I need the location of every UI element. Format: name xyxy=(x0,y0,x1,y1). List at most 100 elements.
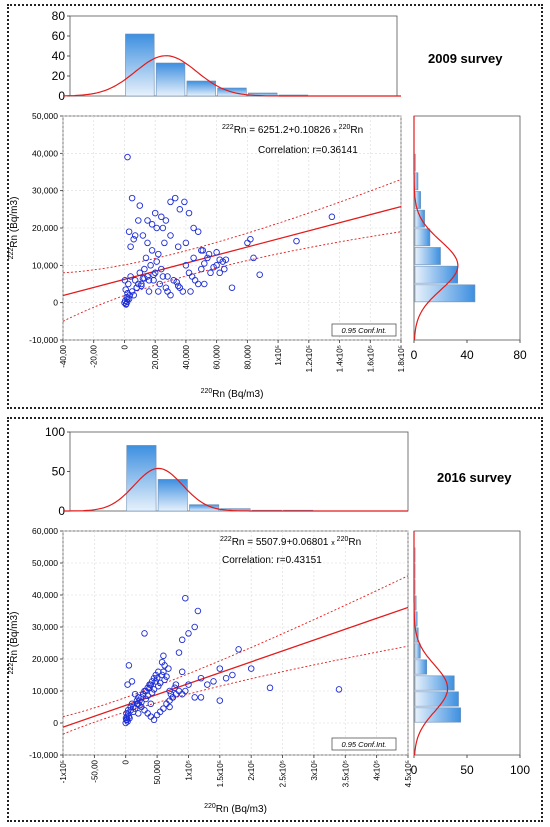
data-point xyxy=(162,284,170,291)
data-point xyxy=(247,665,255,672)
data-point xyxy=(160,652,167,660)
data-point xyxy=(144,217,151,224)
top-histogram-normal-curve xyxy=(62,55,401,97)
data-point xyxy=(176,206,184,213)
data-point xyxy=(152,671,160,679)
data-point xyxy=(135,710,142,717)
data-point xyxy=(167,291,174,299)
x-tick-label: 20,000 xyxy=(151,344,160,369)
side-histogram-bar xyxy=(414,247,441,265)
data-point xyxy=(171,684,178,692)
x-tick-label: 80,000 xyxy=(243,344,252,369)
data-point xyxy=(167,690,175,698)
data-point xyxy=(151,209,159,217)
data-point xyxy=(266,684,274,692)
data-point xyxy=(142,254,150,262)
data-point xyxy=(163,673,170,680)
survey-title: 2016 survey xyxy=(437,470,512,485)
data-point xyxy=(174,243,182,250)
data-points xyxy=(122,594,343,727)
data-point xyxy=(138,698,145,706)
data-point xyxy=(155,250,162,258)
data-point xyxy=(150,716,158,724)
top-histogram-tick-label: 0 xyxy=(58,504,65,518)
side-histogram-tick-label: 50 xyxy=(460,763,474,777)
data-point xyxy=(141,275,148,282)
top-histogram-bar xyxy=(125,33,155,97)
data-point xyxy=(140,690,147,698)
data-point xyxy=(178,636,186,644)
data-point xyxy=(198,247,205,254)
data-point xyxy=(127,273,134,280)
data-point xyxy=(124,681,131,688)
y-tick-label: -10,000 xyxy=(29,335,58,345)
data-point xyxy=(335,686,343,693)
data-point xyxy=(151,269,159,277)
data-point xyxy=(131,690,139,698)
data-point xyxy=(213,249,220,256)
data-point xyxy=(171,194,179,202)
side-histogram-tick-label: 0 xyxy=(411,348,418,362)
confidence-band-upper xyxy=(63,179,401,274)
top-histogram-frame xyxy=(69,431,409,512)
survey-2009-panel xyxy=(7,4,543,409)
data-point xyxy=(148,689,156,696)
data-point xyxy=(216,269,223,277)
side-histogram-bar xyxy=(414,172,419,191)
data-point xyxy=(187,288,194,295)
data-point xyxy=(139,232,147,239)
data-point xyxy=(122,714,130,722)
data-point xyxy=(182,239,190,247)
data-point xyxy=(123,298,131,306)
data-point xyxy=(141,265,148,273)
scatter-plot-1: -10,000 0 10,000 20,000 30,000 40,000 50,000 60… xyxy=(8,526,413,815)
data-point xyxy=(122,719,129,727)
data-point xyxy=(158,213,165,221)
side-histogram-bar xyxy=(414,284,476,303)
y-tick-label: -10,000 xyxy=(29,750,58,760)
y-tick-label: 30,000 xyxy=(32,622,58,632)
data-point xyxy=(166,703,173,711)
data-point xyxy=(159,224,167,232)
data-point xyxy=(138,280,145,288)
data-point xyxy=(128,194,136,202)
regression-group xyxy=(63,179,401,322)
data-point xyxy=(213,262,220,269)
data-point xyxy=(130,235,137,243)
data-point xyxy=(204,681,211,688)
top-histogram-tick-label: 80 xyxy=(52,9,66,23)
data-point xyxy=(185,630,192,637)
data-point xyxy=(155,288,162,295)
data-point xyxy=(165,665,172,672)
x-tick-label: 60,000 xyxy=(213,344,222,369)
data-point xyxy=(167,198,174,206)
regression-equation: 222Rn = 6251.2+0.10826 x 220Rn xyxy=(222,124,363,136)
data-point xyxy=(148,221,156,228)
top-histogram-bar xyxy=(186,80,216,97)
data-point xyxy=(190,224,197,232)
data-point xyxy=(216,697,224,704)
x-tick-label: 1x10⁵ xyxy=(274,345,283,366)
data-point xyxy=(166,687,173,695)
conf-int-box xyxy=(331,323,397,337)
x-tick-label: 50,000 xyxy=(153,759,162,784)
data-point xyxy=(161,239,168,247)
side-histogram-bar xyxy=(414,265,459,284)
data-point xyxy=(181,198,188,206)
data-point xyxy=(127,243,134,250)
x-tick-label: 1.2x10⁵ xyxy=(305,345,314,372)
y-tick-label: 30,000 xyxy=(32,186,58,196)
survey-title: 2009 survey xyxy=(428,51,503,66)
data-point xyxy=(123,713,131,720)
data-point xyxy=(164,273,171,280)
data-point xyxy=(194,228,202,235)
x-tick-label: 1x10⁵ xyxy=(184,760,193,781)
x-tick-label: 4x10⁵ xyxy=(373,760,382,781)
data-point xyxy=(256,271,263,278)
data-point xyxy=(128,678,136,685)
survey-2016-panel xyxy=(7,417,543,822)
top-histogram-tick-label: 100 xyxy=(45,425,65,439)
data-point xyxy=(250,254,257,262)
data-point xyxy=(156,679,164,687)
data-point xyxy=(194,607,202,615)
